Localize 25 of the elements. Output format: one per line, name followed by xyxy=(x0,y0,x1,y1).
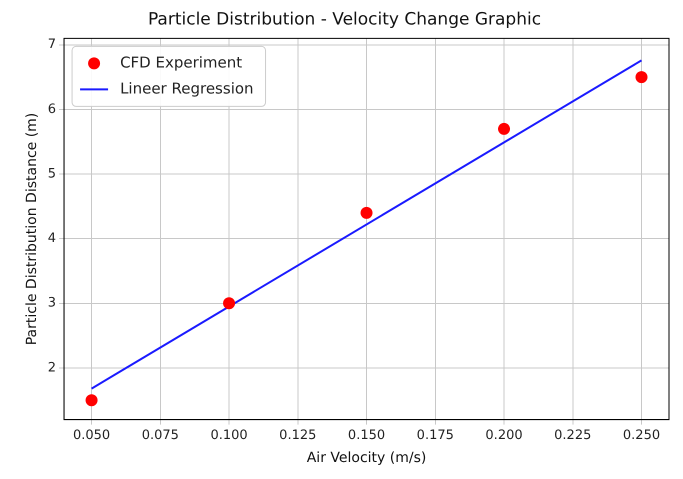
x-tick-label: 0.075 xyxy=(142,428,179,443)
x-tick-label: 0.200 xyxy=(485,428,523,443)
x-tick-label: 0.125 xyxy=(279,428,316,443)
x-tick-label: 0.225 xyxy=(554,428,592,443)
y-tick-label: 5 xyxy=(48,166,56,182)
point xyxy=(636,71,648,84)
y-tick-label: 6 xyxy=(48,102,56,117)
point xyxy=(86,394,98,406)
y-tick-label: 4 xyxy=(48,231,56,246)
x-tick-label: 0.100 xyxy=(210,428,248,443)
chart-title: Particle Distribution - Velocity Change Graphic xyxy=(148,10,542,30)
y-tick-label: 2 xyxy=(48,360,56,376)
x-tick-label: 0.050 xyxy=(72,428,110,443)
legend-label: CFD Experiment xyxy=(120,53,242,72)
x-axis-title: Air Velocity (m/s) xyxy=(306,450,426,466)
point xyxy=(498,122,510,135)
y-axis-title: Particle Distribution Distance (m) xyxy=(24,112,40,346)
x-tick-label: 0.150 xyxy=(348,428,386,443)
x-tick-label: 0.175 xyxy=(416,428,454,443)
legend-label: Lineer Regression xyxy=(120,79,254,98)
x-tick-label: 0.250 xyxy=(622,428,660,443)
point xyxy=(360,206,373,219)
point xyxy=(223,297,236,310)
y-tick-label: 7 xyxy=(48,37,56,52)
y-tick-label: 3 xyxy=(48,296,56,311)
